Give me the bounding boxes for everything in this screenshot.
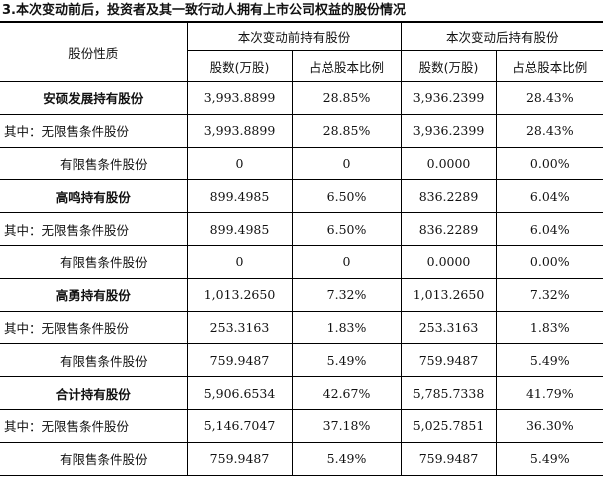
after-shares-cell: 253.3163 — [400, 310, 497, 345]
after-ratio-cell: 0.00% — [495, 146, 603, 181]
before-ratio-cell: 42.67% — [291, 376, 402, 410]
before-shares-cell: 1,013.2650 — [186, 277, 293, 312]
before-ratio-cell: 28.85% — [291, 113, 402, 148]
after-ratio-cell: 28.43% — [495, 113, 603, 148]
after-ratio-cell: 28.43% — [495, 81, 603, 115]
after-shares-cell: 0.0000 — [400, 146, 497, 181]
before-shares-cell: 0 — [186, 244, 293, 279]
table-row: 高鸣持有股份 899.4985 6.50% 836.2289 6.04% — [0, 179, 603, 214]
after-shares-cell: 836.2289 — [400, 179, 497, 214]
before-shares-cell: 3,993.8899 — [186, 81, 293, 115]
after-shares-cell: 759.9487 — [400, 441, 497, 476]
row-label: 高勇持有股份 — [0, 277, 188, 312]
before-ratio-cell: 6.50% — [291, 212, 402, 246]
before-ratio-cell: 6.50% — [291, 179, 402, 214]
before-shares-cell: 5,146.7047 — [186, 408, 293, 443]
after-shares-cell: 836.2289 — [400, 212, 497, 246]
section-heading: 3.本次变动前后，投资者及其一致行动人拥有上市公司权益的股份情况 — [0, 0, 603, 22]
row-label: 其中：无限售条件股份 — [0, 113, 188, 148]
before-shares-cell: 899.4985 — [186, 179, 293, 214]
after-shares-cell: 759.9487 — [400, 343, 497, 378]
before-shares-cell: 3,993.8899 — [186, 113, 293, 148]
before-ratio-cell: 1.83% — [291, 310, 402, 345]
before-ratio-cell: 7.32% — [291, 277, 402, 312]
before-ratio-cell: 0 — [291, 244, 402, 279]
after-ratio-cell: 36.30% — [495, 408, 603, 443]
row-label: 有限售条件股份 — [0, 146, 188, 181]
after-shares-cell: 3,936.2399 — [400, 113, 497, 148]
table-row: 其中：无限售条件股份 899.4985 6.50% 836.2289 6.04% — [0, 212, 603, 246]
shareholding-table: 股份性质 本次变动前持有股份 本次变动后持有股份 股数(万股) 占总股本比例 股… — [0, 22, 603, 476]
table-row: 合计持有股份 5,906.6534 42.67% 5,785.7338 41.7… — [0, 376, 603, 410]
row-label: 合计持有股份 — [0, 376, 188, 410]
before-ratio-cell: 5.49% — [291, 343, 402, 378]
row-label: 其中：无限售条件股份 — [0, 310, 188, 345]
table-row: 其中：无限售条件股份 253.3163 1.83% 253.3163 1.83% — [0, 310, 603, 345]
after-ratio-cell: 5.49% — [495, 441, 603, 476]
header-before-change: 本次变动前持有股份 — [186, 22, 402, 51]
before-shares-cell: 0 — [186, 146, 293, 181]
row-label: 有限售条件股份 — [0, 441, 188, 476]
table-row: 高勇持有股份 1,013.2650 7.32% 1,013.2650 7.32% — [0, 277, 603, 312]
table-row: 有限售条件股份 0 0 0.0000 0.00% — [0, 244, 603, 279]
before-ratio-cell: 28.85% — [291, 81, 402, 115]
before-shares-cell: 253.3163 — [186, 310, 293, 345]
after-shares-cell: 0.0000 — [400, 244, 497, 279]
before-ratio-cell: 0 — [291, 146, 402, 181]
after-ratio-cell: 7.32% — [495, 277, 603, 312]
after-ratio-cell: 5.49% — [495, 343, 603, 378]
header-after-ratio: 占总股本比例 — [495, 50, 603, 82]
after-shares-cell: 5,025.7851 — [400, 408, 497, 443]
row-label: 高鸣持有股份 — [0, 179, 188, 214]
table-row: 其中：无限售条件股份 3,993.8899 28.85% 3,936.2399 … — [0, 113, 603, 148]
after-shares-cell: 1,013.2650 — [400, 277, 497, 312]
after-ratio-cell: 1.83% — [495, 310, 603, 345]
after-shares-cell: 3,936.2399 — [400, 81, 497, 115]
row-label: 有限售条件股份 — [0, 244, 188, 279]
before-shares-cell: 759.9487 — [186, 343, 293, 378]
header-after-shares: 股数(万股) — [400, 50, 497, 82]
header-after-change: 本次变动后持有股份 — [400, 22, 603, 51]
header-share-nature: 股份性质 — [0, 22, 188, 82]
after-ratio-cell: 6.04% — [495, 212, 603, 246]
table-row: 安硕发展持有股份 3,993.8899 28.85% 3,936.2399 28… — [0, 81, 603, 115]
header-before-ratio: 占总股本比例 — [291, 50, 402, 82]
table-row: 有限售条件股份 759.9487 5.49% 759.9487 5.49% — [0, 343, 603, 378]
before-ratio-cell: 5.49% — [291, 441, 402, 476]
table-row: 有限售条件股份 0 0 0.0000 0.00% — [0, 146, 603, 181]
after-ratio-cell: 0.00% — [495, 244, 603, 279]
before-shares-cell: 759.9487 — [186, 441, 293, 476]
table-row: 有限售条件股份 759.9487 5.49% 759.9487 5.49% — [0, 441, 603, 476]
row-label: 其中：无限售条件股份 — [0, 212, 188, 246]
row-label: 其中：无限售条件股份 — [0, 408, 188, 443]
row-label: 有限售条件股份 — [0, 343, 188, 378]
header-before-shares: 股数(万股) — [187, 50, 293, 82]
after-ratio-cell: 6.04% — [495, 179, 603, 214]
row-label: 安硕发展持有股份 — [0, 81, 188, 115]
before-shares-cell: 899.4985 — [186, 212, 293, 246]
after-shares-cell: 5,785.7338 — [400, 376, 497, 410]
after-ratio-cell: 41.79% — [495, 376, 603, 410]
before-ratio-cell: 37.18% — [291, 408, 402, 443]
before-shares-cell: 5,906.6534 — [186, 376, 293, 410]
table-row: 其中：无限售条件股份 5,146.7047 37.18% 5,025.7851 … — [0, 408, 603, 443]
